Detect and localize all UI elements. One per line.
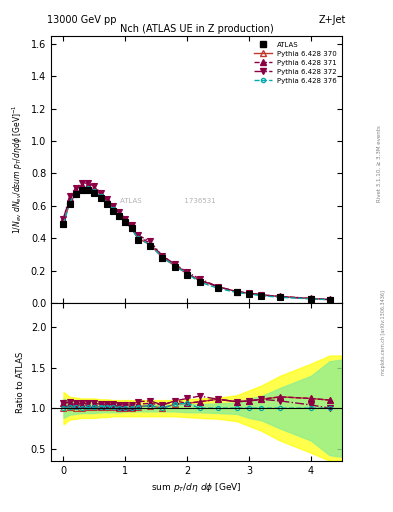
Title: Nch (ATLAS UE in Z production): Nch (ATLAS UE in Z production) — [119, 24, 274, 34]
X-axis label: sum $p_T/d\eta\ d\phi$ [GeV]: sum $p_T/d\eta\ d\phi$ [GeV] — [151, 481, 242, 494]
Text: 13000 GeV pp: 13000 GeV pp — [47, 15, 117, 25]
Legend: ATLAS, Pythia 6.428 370, Pythia 6.428 371, Pythia 6.428 372, Pythia 6.428 376: ATLAS, Pythia 6.428 370, Pythia 6.428 37… — [252, 38, 340, 88]
Text: Rivet 3.1.10, ≥ 3.3M events: Rivet 3.1.10, ≥ 3.3M events — [377, 125, 382, 202]
Y-axis label: Ratio to ATLAS: Ratio to ATLAS — [16, 351, 25, 413]
Text: ATLAS                   1736531: ATLAS 1736531 — [119, 199, 215, 204]
Y-axis label: $1/N_{ev}\ dN_{ev}/dsum\ p_T/d\eta d\phi\ [\mathrm{GeV}]^{-1}$: $1/N_{ev}\ dN_{ev}/dsum\ p_T/d\eta d\phi… — [11, 104, 25, 234]
Text: Z+Jet: Z+Jet — [318, 15, 346, 25]
Text: mcplots.cern.ch [arXiv:1306.3436]: mcplots.cern.ch [arXiv:1306.3436] — [381, 290, 386, 375]
